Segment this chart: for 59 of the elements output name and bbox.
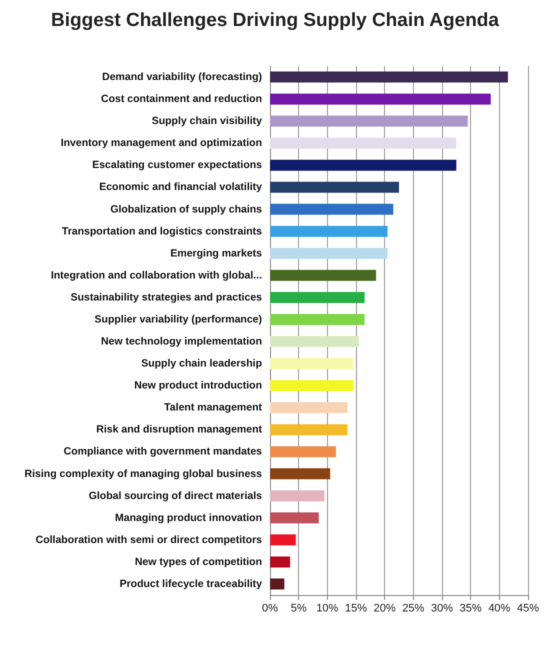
y-tick-label: Supplier variability (performance): [94, 313, 262, 326]
y-tick-label: Risk and disruption management: [96, 424, 262, 436]
x-tick-label: 45%: [516, 602, 540, 614]
bar: [270, 578, 284, 590]
y-tick-label: Supply chain leadership: [141, 358, 262, 370]
x-tick-label: 15%: [344, 602, 368, 614]
x-tick-label: 35%: [460, 602, 482, 614]
y-tick-label: Escalating customer expectations: [92, 159, 262, 172]
y-tick-label: Cost containment and reduction: [100, 93, 262, 106]
x-tick-label: 20%: [374, 602, 396, 614]
bar: [270, 182, 399, 193]
bar: [270, 512, 319, 524]
bar: [270, 534, 296, 546]
bar: [270, 94, 491, 105]
bar: [270, 380, 354, 392]
y-tick-label: Global sourcing of direct materials: [88, 490, 262, 502]
y-tick-label: Talent management: [164, 402, 263, 414]
y-tick-label: New types of competition: [134, 556, 262, 568]
x-tick-label: 40%: [488, 602, 511, 614]
bar: [270, 358, 354, 370]
y-tick-label: Sustainability strategies and practices: [70, 291, 262, 304]
bar: [270, 226, 388, 237]
x-tick-label: 25%: [402, 602, 425, 614]
y-tick-label: Product lifecycle traceability: [120, 578, 262, 590]
y-tick-label: New product introduction: [134, 380, 262, 392]
x-tick-label: 5%: [290, 602, 307, 614]
bar: [270, 160, 456, 171]
y-tick-label: Collaboration with semi or direct competitors: [36, 534, 262, 546]
bar: [270, 402, 348, 414]
bar: [270, 556, 290, 568]
bar: [270, 314, 365, 325]
y-tick-label: Transportation and logistics constraints: [62, 225, 262, 238]
bar: [270, 116, 468, 127]
y-tick-label: Economic and financial volatility: [99, 181, 262, 194]
y-tick-label: Demand variability (forecasting): [102, 71, 262, 84]
y-tick-label: New technology implementation: [100, 336, 262, 348]
chart-title: Biggest Challenges Driving Supply Chain Agenda: [51, 10, 500, 31]
bar: [270, 248, 388, 259]
y-tick-label: Inventory management and optimization: [60, 137, 262, 150]
bar: [270, 424, 348, 436]
y-tick-label: Compliance with government mandates: [64, 446, 262, 458]
y-tick-label: Managing product innovation: [115, 512, 262, 524]
bar: [270, 204, 394, 215]
bar: [270, 138, 456, 149]
bar: [270, 72, 508, 83]
bar: [270, 292, 365, 303]
y-tick-label: Globalization of supply chains: [110, 203, 262, 216]
x-tick-label: 10%: [316, 602, 339, 614]
bar: [270, 490, 324, 502]
x-tick-label: 30%: [430, 602, 454, 614]
bar: [270, 336, 359, 348]
bar: [270, 446, 336, 458]
bar: [270, 270, 376, 281]
bar: [270, 468, 330, 480]
x-tick-label: 0%: [262, 602, 278, 614]
y-tick-label: Emerging markets: [170, 247, 262, 260]
y-tick-label: Supply chain visibility: [152, 115, 262, 128]
y-tick-label: Integration and collaboration with global...: [50, 269, 262, 282]
y-tick-label: Rising complexity of managing global business: [24, 468, 262, 480]
